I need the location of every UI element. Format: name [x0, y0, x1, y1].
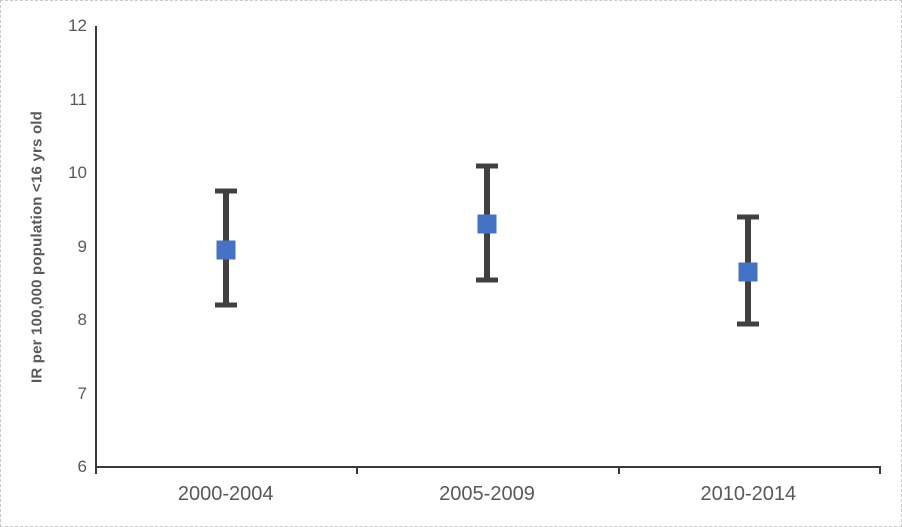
y-tick-label-7: 7: [77, 383, 87, 403]
x-axis-tick-mark: [617, 467, 620, 474]
x-axis-tick-mark: [356, 467, 359, 474]
error-bar-cap-top: [476, 163, 498, 169]
error-bar-cap-bottom: [476, 277, 498, 283]
error-bar-cap-bottom: [737, 321, 760, 327]
data-point-marker-2005-2009: [477, 214, 497, 234]
error-bar-cap-bottom: [214, 302, 237, 308]
y-axis-title: IR per 100,000 population <16 yrs old: [28, 110, 46, 384]
x-category-label-2000-2004: 2000-2004: [177, 483, 274, 505]
x-category-label-2005-2009: 2005-2009: [439, 483, 535, 505]
y-tick-label-12: 12: [68, 16, 87, 35]
x-axis-line: [95, 466, 881, 468]
x-axis-tick-mark: [879, 467, 881, 474]
x-axis-tick-mark: [95, 467, 97, 474]
data-point-marker-2000-2004: [216, 240, 236, 260]
error-bar-cap-top: [214, 188, 237, 194]
y-tick-label-9: 9: [77, 236, 87, 256]
y-tick-label-11: 11: [69, 89, 87, 109]
y-axis-line: [95, 26, 97, 474]
data-point-marker-2010-2014: [738, 262, 758, 282]
x-category-label-2010-2014: 2010-2014: [700, 483, 797, 505]
error-bar-cap-top: [737, 214, 760, 220]
y-tick-label-10: 10: [68, 163, 87, 182]
y-tick-label-8: 8: [77, 310, 87, 329]
y-tick-label-6: 6: [77, 457, 87, 476]
